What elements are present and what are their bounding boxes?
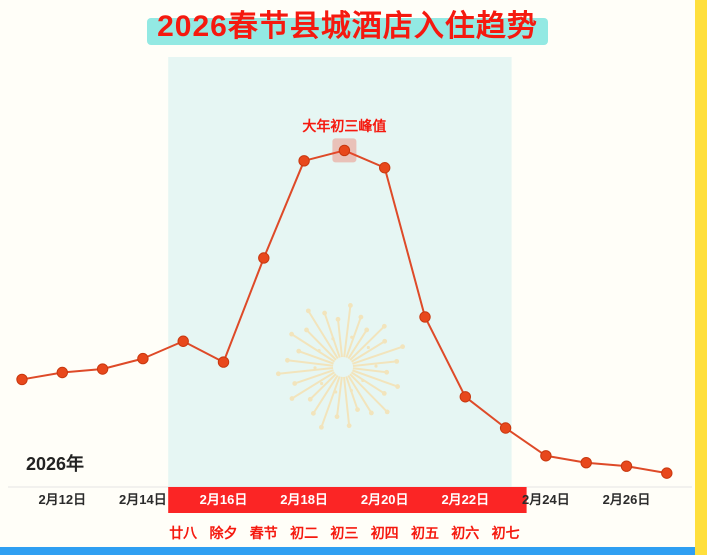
data-point	[459, 391, 471, 403]
lunar-day-label: 廿八	[169, 525, 198, 541]
fireworks-icon	[275, 303, 406, 430]
data-point	[661, 467, 673, 479]
data-point	[96, 363, 109, 375]
x-axis-tick: 2月26日	[603, 492, 651, 507]
holiday-axis-band	[168, 487, 527, 513]
data-point	[379, 162, 391, 174]
data-point	[620, 460, 633, 472]
lunar-day-label: 春节	[249, 525, 278, 541]
page-title: 2026春节县城酒店入住趋势	[157, 10, 538, 43]
x-axis-tick: 2月20日	[361, 492, 409, 507]
data-point	[338, 144, 351, 157]
x-axis-tick: 2月12日	[38, 492, 86, 507]
holiday-shaded-region	[168, 57, 512, 487]
lunar-day-label: 初四	[371, 525, 399, 541]
x-axis-tick: 2月24日	[522, 492, 570, 507]
x-axis-tick: 2月14日	[119, 492, 167, 507]
data-point	[540, 450, 552, 462]
lunar-day-label: 除夕	[210, 525, 238, 541]
data-point	[56, 366, 68, 379]
x-axis-tick: 2月22日	[441, 492, 489, 507]
data-point	[258, 252, 270, 264]
blue-edge-strip	[0, 547, 695, 555]
lunar-day-label: 初二	[290, 525, 318, 541]
lunar-day-label: 初三	[330, 525, 358, 541]
lunar-day-label: 初六	[451, 525, 479, 541]
lunar-day-label: 初七	[492, 525, 520, 541]
title-area: 2026春节县城酒店入住趋势	[0, 8, 695, 46]
data-point	[499, 422, 512, 434]
data-point	[137, 352, 149, 365]
peak-annotation: 大年初三峰值	[302, 118, 386, 134]
data-point	[298, 155, 310, 167]
data-point	[177, 335, 189, 347]
title-highlight	[147, 18, 548, 45]
year-label: 2026年	[26, 454, 85, 474]
x-axis-tick: 2月18日	[280, 492, 328, 507]
data-point	[16, 373, 28, 386]
data-point	[419, 311, 431, 323]
title-inner: 2026春节县城酒店入住趋势	[147, 8, 548, 46]
data-point	[580, 457, 592, 469]
yellow-edge-strip	[695, 0, 707, 555]
data-point	[217, 356, 230, 368]
x-axis-tick: 2月16日	[200, 492, 248, 507]
lunar-day-label: 初五	[411, 525, 439, 541]
